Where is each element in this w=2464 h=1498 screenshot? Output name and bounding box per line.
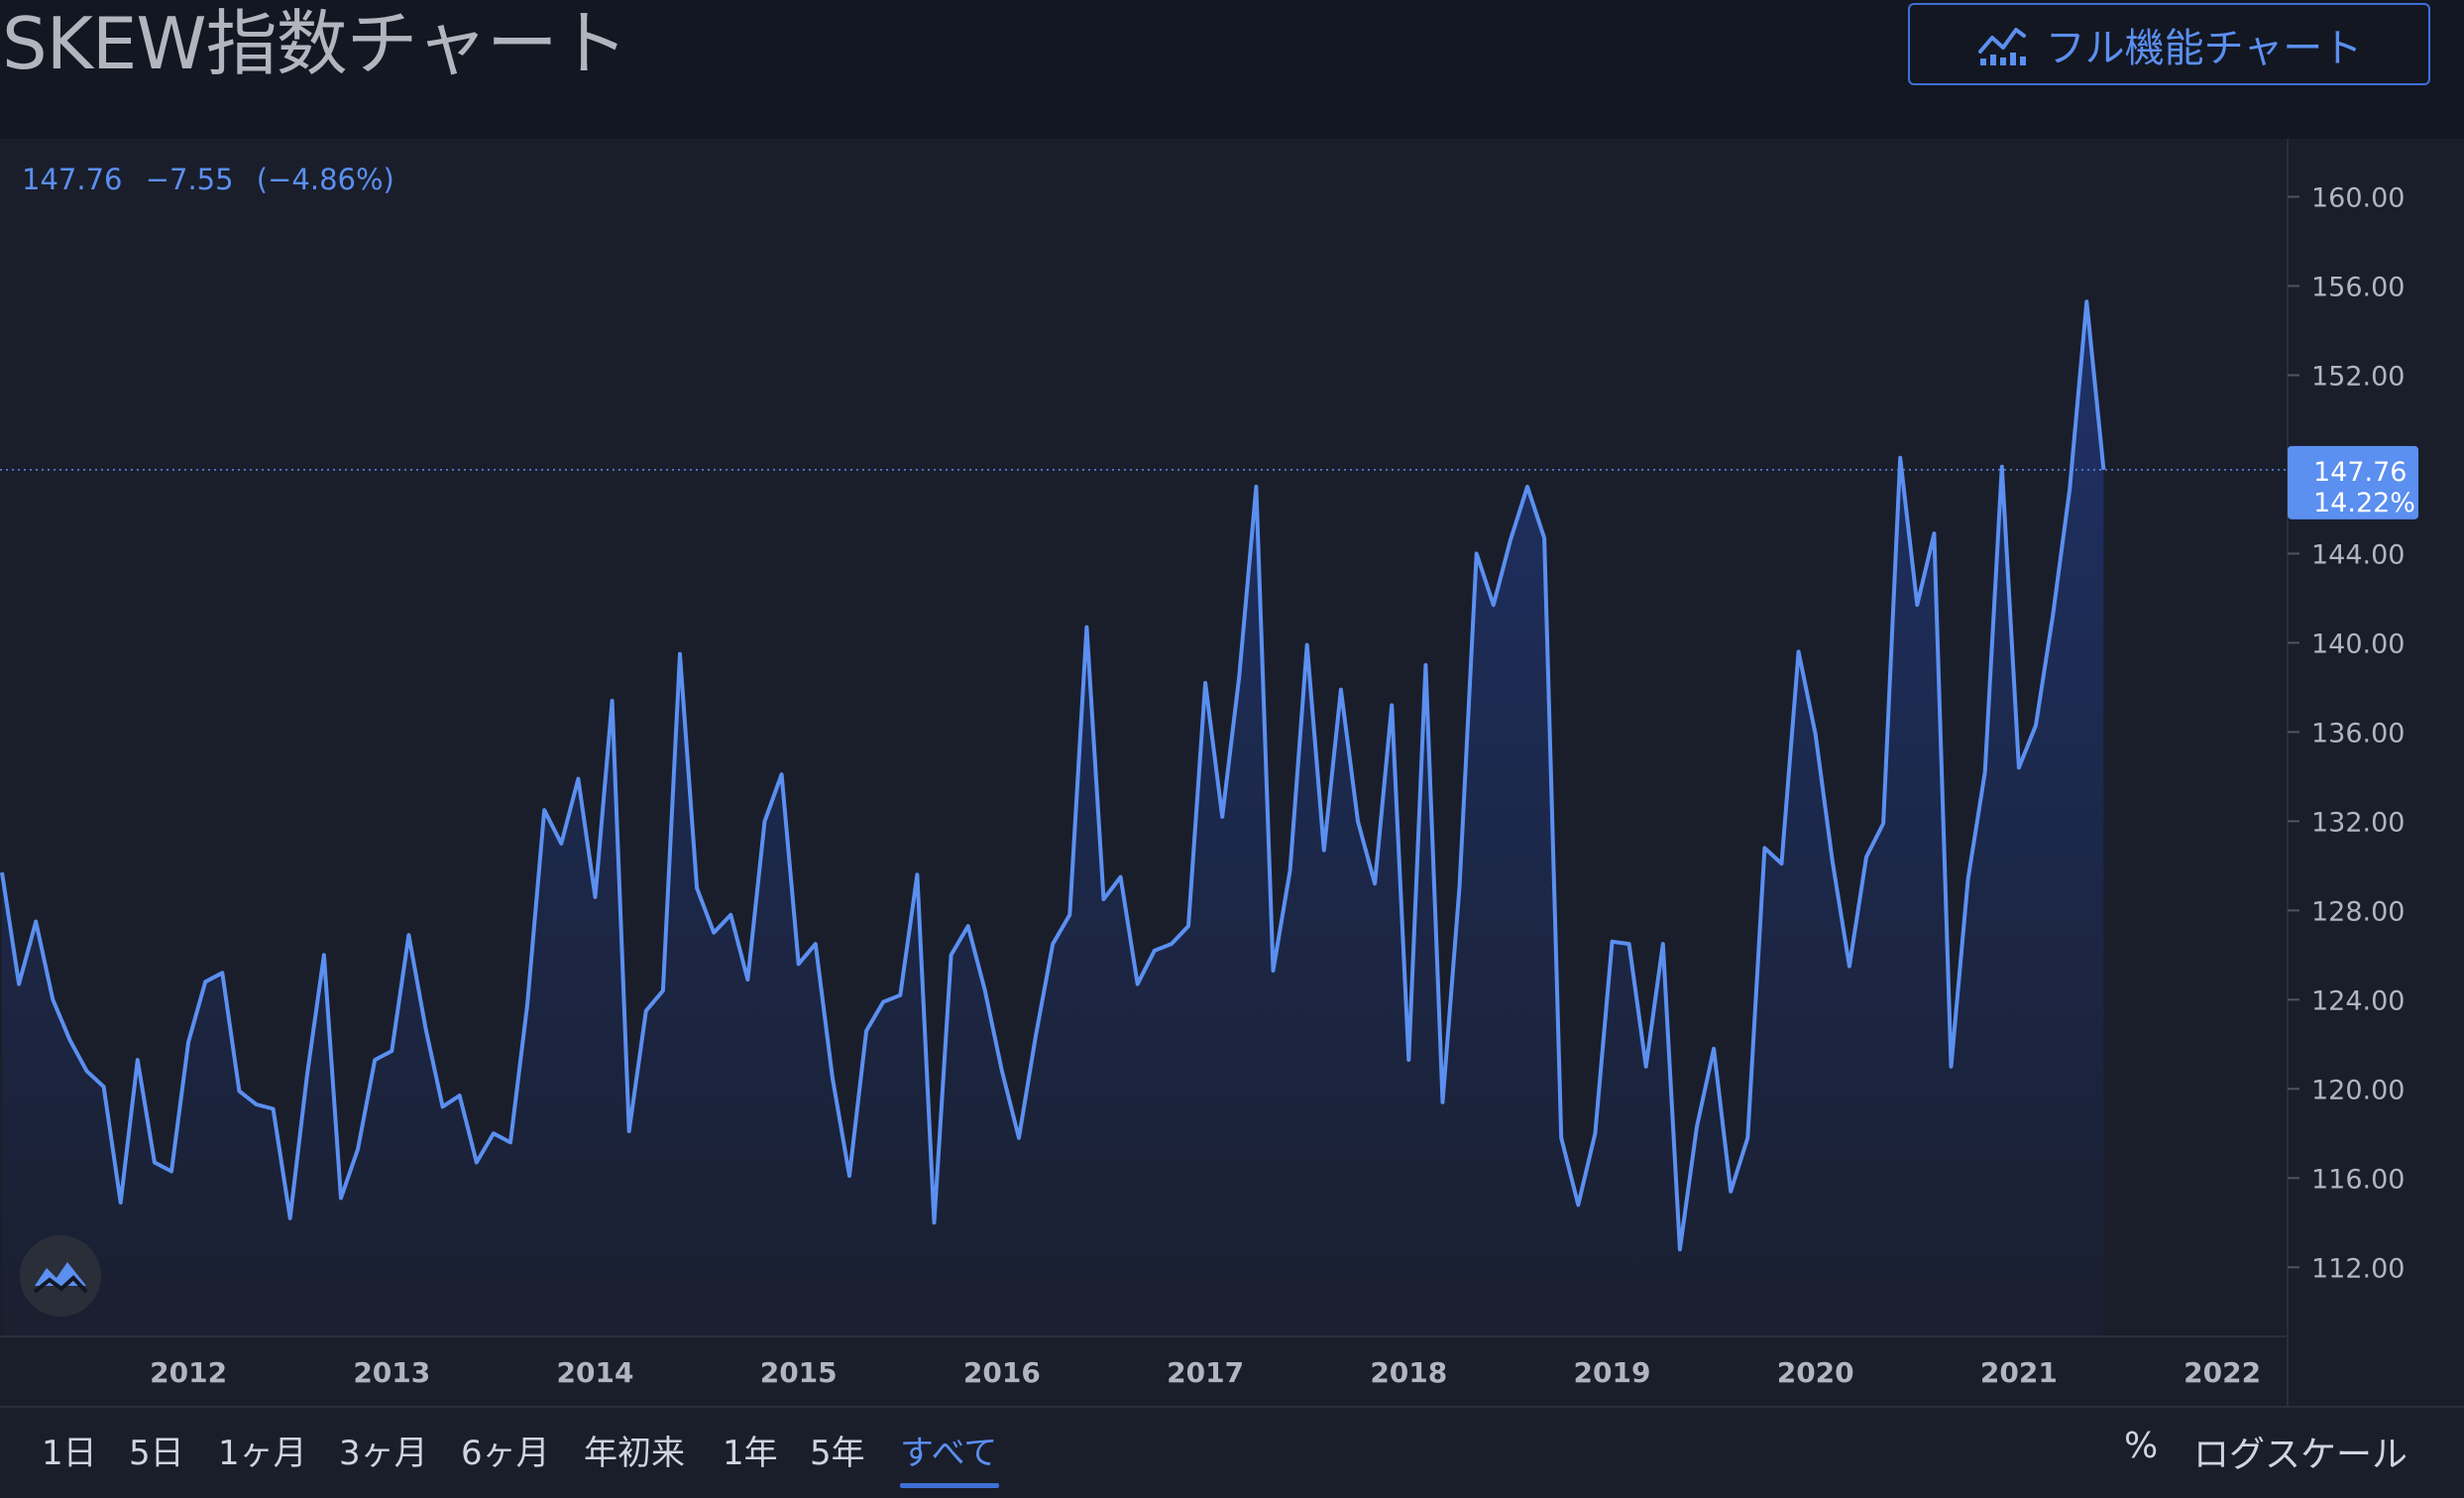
legend-change-pct: (−4.86%): [256, 163, 394, 196]
legend-change: −7.55: [145, 163, 234, 196]
last-price-badge: [2288, 445, 2418, 519]
y-tick-label-6: 136.00: [2311, 718, 2405, 749]
x-tick-label-6: 2018: [1370, 1356, 1447, 1389]
active-range-underline: [900, 1483, 999, 1488]
y-tick-label-11: 116.00: [2311, 1164, 2405, 1195]
full-chart-label: フル機能チャート: [2045, 25, 2363, 71]
y-tick-label-4: 144.00: [2311, 539, 2405, 570]
range-button-3[interactable]: 3ヶ月: [339, 1426, 428, 1474]
y-tick-label-10: 120.00: [2311, 1075, 2405, 1105]
legend: 147.76 −7.55 (−4.86%): [22, 163, 408, 196]
x-tick-label-10: 2022: [2184, 1356, 2261, 1389]
range-button-8[interactable]: すべて: [900, 1426, 997, 1474]
range-button-1[interactable]: 5日: [129, 1426, 184, 1474]
chart-panel[interactable]: 160.00 156.00 152.00 144.00 140.00 136.00 132.…: [0, 139, 2464, 1498]
full-chart-button[interactable]: フル機能チャート: [1908, 3, 2430, 85]
x-tick-label-9: 2021: [1980, 1356, 2058, 1389]
percent-toggle[interactable]: %: [2124, 1426, 2159, 1466]
y-tick-label-9: 124.00: [2311, 985, 2405, 1016]
y-tick-label-2: 152.00: [2311, 361, 2405, 392]
series-area: [2, 301, 2104, 1337]
range-button-0[interactable]: 1日: [42, 1426, 97, 1474]
x-tick-label-3: 2015: [760, 1356, 838, 1389]
x-tick-label-2: 2014: [557, 1356, 634, 1389]
x-tick-label-0: 2012: [150, 1356, 227, 1389]
log-scale-toggle[interactable]: ログスケール: [2193, 1426, 2408, 1477]
last-price-value: 147.76: [2313, 457, 2407, 488]
range-button-4[interactable]: 6ヶ月: [461, 1426, 550, 1474]
price-chart[interactable]: 160.00 156.00 152.00 144.00 140.00 136.00 132.…: [0, 139, 2464, 1406]
chart-line-icon: [1977, 27, 2026, 65]
x-tick-label-7: 2019: [1574, 1356, 1651, 1389]
x-tick-label-8: 2020: [1777, 1356, 1854, 1389]
y-tick-label-1: 156.00: [2311, 272, 2405, 302]
x-tick-label-1: 2013: [353, 1356, 430, 1389]
range-button-5[interactable]: 年初来: [584, 1426, 685, 1474]
y-tick-label-7: 132.00: [2311, 807, 2405, 838]
y-tick-label-12: 112.00: [2311, 1253, 2405, 1284]
last-price-pct: 14.22%: [2313, 488, 2415, 519]
y-tick-label-5: 140.00: [2311, 629, 2405, 659]
series-line[interactable]: [0, 299, 2106, 1252]
tradingview-logo-icon[interactable]: [20, 1235, 101, 1317]
legend-last: 147.76: [22, 163, 123, 196]
range-bar: 1日 5日 1ヶ月 3ヶ月 6ヶ月 年初来 1年 5年 すべて % ログスケール: [0, 1406, 2464, 1498]
range-button-2[interactable]: 1ヶ月: [218, 1426, 307, 1474]
y-tick-label-0: 160.00: [2311, 182, 2405, 213]
y-tick-label-8: 128.00: [2311, 896, 2405, 927]
page-title: SKEW指数チャート: [2, 2, 628, 85]
range-button-7[interactable]: 5年: [810, 1426, 865, 1474]
x-tick-label-4: 2016: [963, 1356, 1041, 1389]
range-button-6[interactable]: 1年: [723, 1426, 778, 1474]
x-tick-label-5: 2017: [1167, 1356, 1244, 1389]
